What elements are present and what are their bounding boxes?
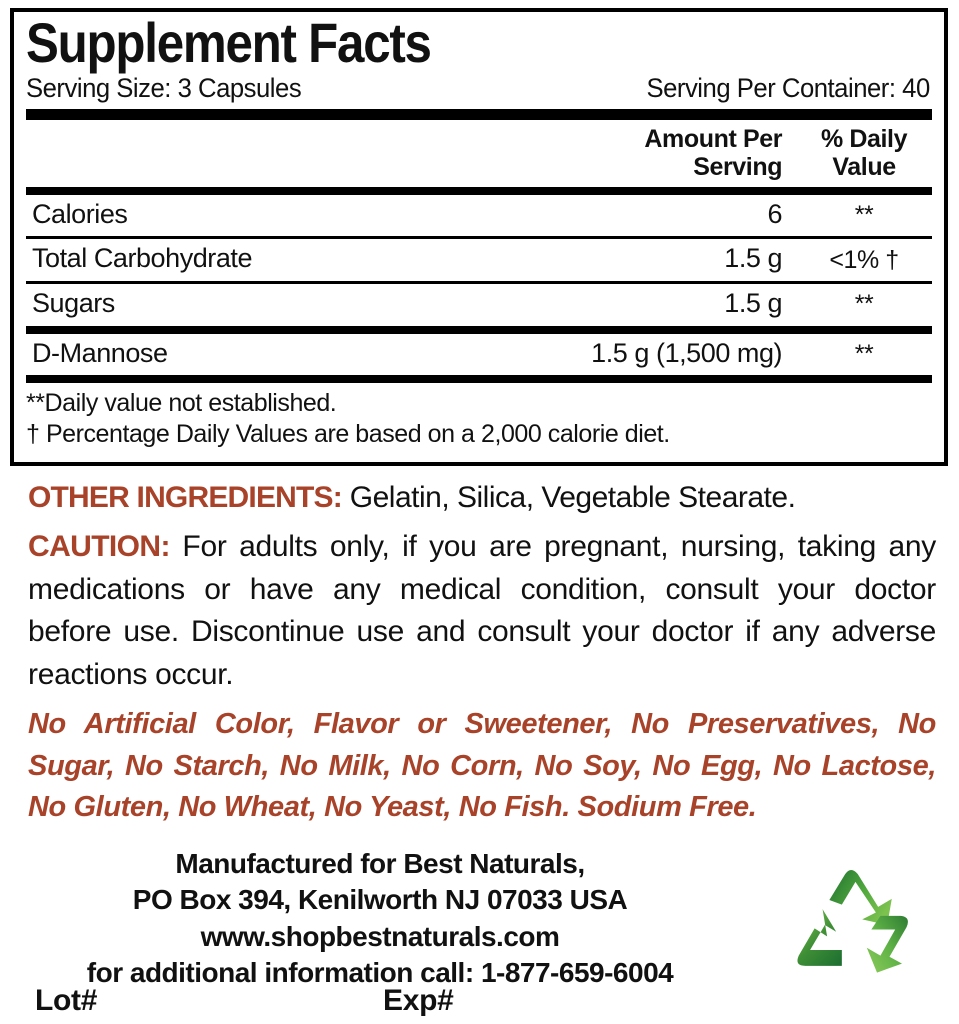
header-amount-line2: Serving bbox=[693, 152, 783, 181]
header-amount-line1: Amount Per bbox=[644, 124, 783, 153]
divider-rule bbox=[26, 236, 932, 240]
other-ingredients-label: OTHER INGREDIENTS: bbox=[28, 481, 343, 514]
header-blank bbox=[26, 120, 551, 187]
separator-before-footnotes bbox=[26, 375, 932, 384]
caution-label: CAUTION: bbox=[28, 530, 170, 563]
table-row: D-Mannose 1.5 g (1,500 mg) ** bbox=[26, 334, 932, 376]
nutrient-daily-value: ** bbox=[854, 290, 874, 319]
manufacturer-footer: Manufactured for Best Naturals, PO Box 3… bbox=[0, 846, 760, 992]
nutrient-amount: 1.5 g bbox=[724, 288, 783, 319]
table-row: Total Carbohydrate 1.5 g <1% † bbox=[26, 239, 932, 281]
header-dv-line2: Value bbox=[832, 152, 896, 181]
table-row: Sugars 1.5 g ** bbox=[26, 284, 932, 326]
ingredient-daily-value: ** bbox=[854, 339, 874, 368]
exp-date-label: Exp# bbox=[383, 984, 454, 1017]
panel-footnotes: **Daily value not established. † Percent… bbox=[26, 383, 932, 449]
header-dv-line1: % Daily bbox=[820, 124, 908, 153]
divider-rule bbox=[26, 281, 932, 285]
footnote-percentage-dv: † Percentage Daily Values are based on a… bbox=[26, 419, 670, 448]
nutrient-daily-value: ** bbox=[854, 200, 874, 229]
recycle-icon bbox=[775, 866, 945, 984]
separator-before-ingredient bbox=[26, 325, 932, 334]
header-amount-per-serving: Amount Per Serving bbox=[551, 120, 796, 187]
label-body-copy: OTHER INGREDIENTS: Gelatin, Silica, Vege… bbox=[28, 480, 936, 828]
nutrient-name: Sugars bbox=[32, 288, 115, 319]
footer-website[interactable]: www.shopbestnaturals.com bbox=[200, 920, 560, 952]
supplement-facts-table: Amount Per Serving % Daily Value Calorie… bbox=[26, 120, 932, 384]
nutrient-amount: 1.5 g bbox=[724, 243, 783, 274]
supplement-facts-panel: Supplement Facts Serving Size: 3 Capsule… bbox=[10, 8, 948, 466]
footer-manufacturer: Manufactured for Best Naturals, bbox=[175, 848, 585, 879]
panel-divider-thick-top bbox=[26, 108, 932, 120]
separator-after-header bbox=[26, 186, 932, 195]
nutrient-daily-value: <1% † bbox=[829, 245, 899, 274]
divider-bar bbox=[26, 325, 932, 334]
table-row: Calories 6 ** bbox=[26, 195, 932, 237]
supplement-facts-title: Supplement Facts bbox=[26, 11, 432, 74]
caution-paragraph: CAUTION: For adults only, if you are pre… bbox=[28, 526, 936, 696]
footer-phone: for additional information call: 1-877-6… bbox=[86, 957, 674, 989]
caution-text: For adults only, if you are pregnant, nu… bbox=[28, 530, 936, 691]
nutrient-amount: 6 bbox=[767, 198, 783, 229]
divider-bar bbox=[26, 375, 932, 384]
nutrient-name: Calories bbox=[32, 198, 128, 229]
ingredient-amount: 1.5 g (1,500 mg) bbox=[591, 337, 783, 368]
footer-address: PO Box 394, Kenilworth NJ 07033 USA bbox=[132, 884, 628, 916]
lot-number-label: Lot# bbox=[35, 984, 98, 1017]
serving-info-row: Serving Size: 3 Capsules Serving Per Con… bbox=[26, 73, 930, 105]
header-daily-value: % Daily Value bbox=[796, 120, 932, 187]
serving-size: Serving Size: 3 Capsules bbox=[26, 72, 302, 103]
row-separator bbox=[26, 281, 932, 285]
footnote-daily-value: **Daily value not established. bbox=[26, 389, 337, 418]
nutrient-name: Total Carbohydrate bbox=[32, 243, 253, 274]
ingredient-name: D-Mannose bbox=[32, 337, 168, 368]
servings-per-container: Serving Per Container: 40 bbox=[646, 72, 930, 103]
other-ingredients-text: Gelatin, Silica, Vegetable Stearate. bbox=[341, 481, 796, 514]
free-from-claims: No Artificial Color, Flavor or Sweetener… bbox=[28, 708, 936, 823]
row-separator bbox=[26, 236, 932, 240]
table-header-row: Amount Per Serving % Daily Value bbox=[26, 120, 932, 187]
other-ingredients-paragraph: OTHER INGREDIENTS: Gelatin, Silica, Vege… bbox=[28, 480, 936, 516]
divider-bar bbox=[26, 186, 932, 195]
